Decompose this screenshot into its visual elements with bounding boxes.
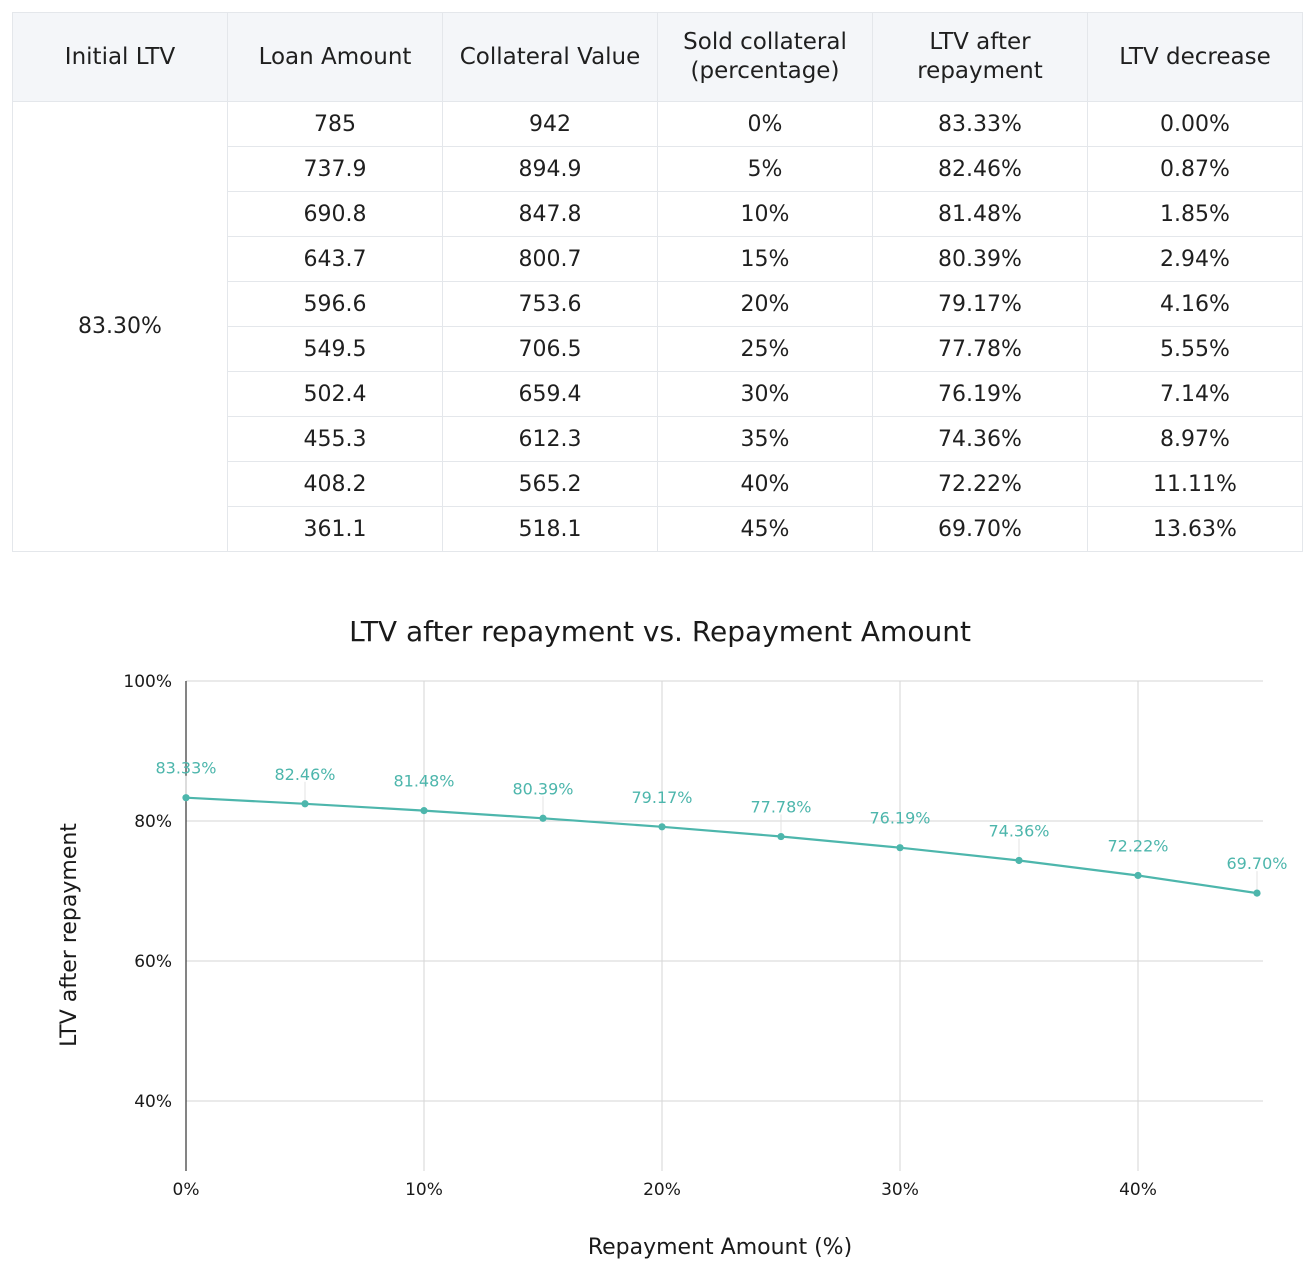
cell-ltv-after: 79.17% [872,281,1088,327]
cell-collateral-value: 518.1 [442,506,658,552]
cell-loan-amount: 455.3 [227,416,443,462]
cell-collateral-value: 565.2 [442,461,658,507]
x-tick-label: 40% [1119,1180,1157,1200]
header-loan-amount: Loan Amount [227,12,443,102]
table-row: 737.9 894.9 5% 82.46% 0.87% [13,146,1303,192]
cell-initial-ltv: 83.30% [12,101,228,552]
data-label: 69.70% [1226,854,1287,873]
data-labels: 83.33% 82.46% 81.48% 80.39% 79.17% 77.78% 76.1… [155,759,1287,873]
cell-collateral-value: 659.4 [442,371,658,417]
cell-loan-amount: 785 [227,101,443,147]
y-tick-label: 80% [134,812,172,832]
data-point [420,807,428,815]
table-row: 690.8 847.8 10% 81.48% 1.85% [13,191,1303,237]
cell-loan-amount: 502.4 [227,371,443,417]
header-initial-ltv: Initial LTV [12,12,228,102]
data-point [1015,856,1023,865]
data-point [658,823,666,831]
table-body: 83.30% 785 942 0% 83.33% 0.00% 737.9 894.9 5% 82.… [12,101,1303,552]
data-label: 80.39% [512,779,573,798]
data-label: 83.33% [155,759,216,778]
series-points [182,775,1261,897]
cell-sold-collateral: 40% [657,461,873,507]
chart-title: LTV after repayment vs. Repayment Amount [349,615,971,648]
cell-ltv-decrease: 0.87% [1087,146,1303,192]
cell-ltv-after: 76.19% [872,371,1088,417]
cell-ltv-decrease: 4.16% [1087,281,1303,327]
cell-ltv-after: 83.33% [872,101,1088,147]
cell-loan-amount: 643.7 [227,236,443,282]
data-label: 76.19% [869,809,930,828]
header-sold-collateral: Sold collateral (percentage) [657,12,873,102]
table-row: 643.7 800.7 15% 80.39% 2.94% [13,236,1303,282]
cell-ltv-after: 69.70% [872,506,1088,552]
cell-collateral-value: 847.8 [442,191,658,237]
cell-ltv-decrease: 7.14% [1087,371,1303,417]
x-tick-label: 10% [405,1180,443,1200]
table-row: 83.30% 785 942 0% 83.33% 0.00% [12,101,1303,552]
y-tick-labels: 40% 60% 80% 100% [123,672,172,1112]
data-label: 77.78% [750,798,811,817]
y-axis-label: LTV after repayment [57,823,82,1047]
table-row: 549.5 706.5 25% 77.78% 5.55% [13,326,1303,372]
x-tick-label: 30% [881,1180,919,1200]
cell-collateral-value: 942 [442,101,658,147]
cell-collateral-value: 706.5 [442,326,658,372]
cell-ltv-after: 80.39% [872,236,1088,282]
y-tick-label: 100% [123,672,172,692]
cell-sold-collateral: 45% [657,506,873,552]
data-point [777,832,785,841]
x-gridlines [423,681,1139,1171]
cell-sold-collateral: 25% [657,326,873,372]
cell-ltv-decrease: 2.94% [1087,236,1303,282]
data-label: 79.17% [631,788,692,807]
cell-loan-amount: 690.8 [227,191,443,237]
cell-sold-collateral: 20% [657,281,873,327]
header-ltv-decrease: LTV decrease [1087,12,1303,102]
ltv-table: Initial LTV Loan Amount Collateral Value So… [12,12,1303,552]
cell-loan-amount: 361.1 [227,506,443,552]
y-tick-label: 60% [134,952,172,972]
data-point [182,794,190,802]
cell-collateral-value: 612.3 [442,416,658,462]
x-tick-label: 20% [643,1180,681,1200]
x-tick-label: 0% [173,1180,200,1200]
data-label: 82.46% [274,765,335,784]
table-header-row: Initial LTV Loan Amount Collateral Value So… [12,12,1303,102]
table-row: 502.4 659.4 30% 76.19% 7.14% [13,371,1303,417]
cell-ltv-after: 82.46% [872,146,1088,192]
cell-loan-amount: 408.2 [227,461,443,507]
data-point [896,844,904,852]
data-label: 72.22% [1107,836,1168,855]
cell-sold-collateral: 5% [657,146,873,192]
y-tick-label: 40% [134,1092,172,1112]
series-line-ltv [185,796,1258,895]
data-point [1134,871,1142,880]
table-row: 596.6 753.6 20% 79.17% 4.16% [13,281,1303,327]
cell-ltv-after: 81.48% [872,191,1088,237]
data-point [1253,889,1261,897]
table-row: 361.1 518.1 45% 69.70% 13.63% [13,506,1303,552]
y-gridlines [186,680,1263,1102]
data-point [539,814,547,822]
cell-ltv-decrease: 8.97% [1087,416,1303,462]
data-label: 81.48% [393,772,454,791]
header-collateral-value: Collateral Value [442,12,658,102]
cell-ltv-decrease: 5.55% [1087,326,1303,372]
cell-ltv-after: 74.36% [872,416,1088,462]
cell-ltv-decrease: 13.63% [1087,506,1303,552]
cell-sold-collateral: 30% [657,371,873,417]
cell-collateral-value: 800.7 [442,236,658,282]
data-point [301,800,309,808]
cell-ltv-after: 72.22% [872,461,1088,507]
x-axis-label: Repayment Amount (%) [588,1235,852,1260]
cell-loan-amount: 737.9 [227,146,443,192]
data-label: 74.36% [988,821,1049,840]
x-tick-labels: 0% 10% 20% 30% 40% [173,1180,1157,1200]
cell-sold-collateral: 15% [657,236,873,282]
